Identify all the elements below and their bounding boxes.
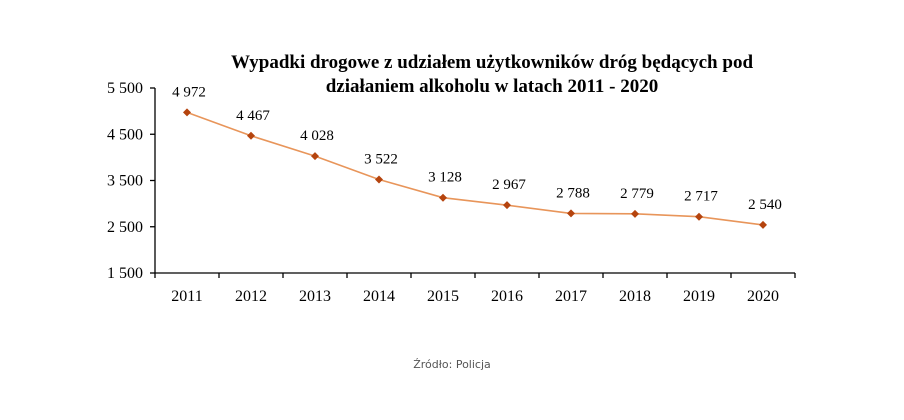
data-label: 2 788 [556, 185, 590, 201]
data-label: 3 522 [364, 151, 398, 167]
x-tick-label: 2015 [427, 288, 459, 305]
y-tick-label: 4 500 [107, 126, 143, 143]
x-tick-label: 2011 [171, 288, 202, 305]
x-tick-label: 2012 [235, 288, 267, 305]
x-tick-label: 2017 [555, 288, 587, 305]
data-point [247, 131, 255, 140]
data-label: 2 967 [492, 177, 526, 193]
x-tick-label: 2019 [683, 288, 715, 305]
data-point [759, 220, 767, 229]
data-label: 4 467 [236, 108, 270, 124]
data-label: 4 028 [300, 128, 334, 144]
y-tick-label: 2 500 [107, 219, 143, 236]
data-label: 2 779 [620, 186, 654, 202]
data-label: 3 128 [428, 170, 462, 186]
data-label: 2 540 [748, 197, 782, 213]
source-note: Źródło: Policja [413, 358, 491, 371]
data-point [567, 209, 575, 218]
data-point [503, 201, 511, 210]
data-point [631, 209, 639, 218]
x-tick-label: 2014 [363, 288, 395, 305]
x-tick-label: 2018 [619, 288, 651, 305]
chart-title-line-1: Wypadki drogowe z udziałem użytkowników … [231, 52, 753, 73]
x-tick-label: 2016 [491, 288, 523, 305]
data-label: 2 717 [684, 189, 718, 205]
data-point [183, 108, 191, 117]
data-point [439, 193, 447, 202]
y-tick-label: 1 500 [107, 265, 143, 282]
series-line [186, 111, 764, 226]
y-tick-label: 3 500 [107, 173, 143, 190]
x-tick-label: 2013 [299, 288, 331, 305]
y-tick-label: 5 500 [107, 80, 143, 97]
data-point [695, 212, 703, 221]
data-point [311, 152, 319, 161]
data-label: 4 972 [172, 84, 206, 100]
x-tick-label: 2020 [747, 288, 779, 305]
data-point [375, 175, 383, 184]
chart-title-line-2: działaniem alkoholu w latach 2011 - 2020 [326, 76, 659, 97]
